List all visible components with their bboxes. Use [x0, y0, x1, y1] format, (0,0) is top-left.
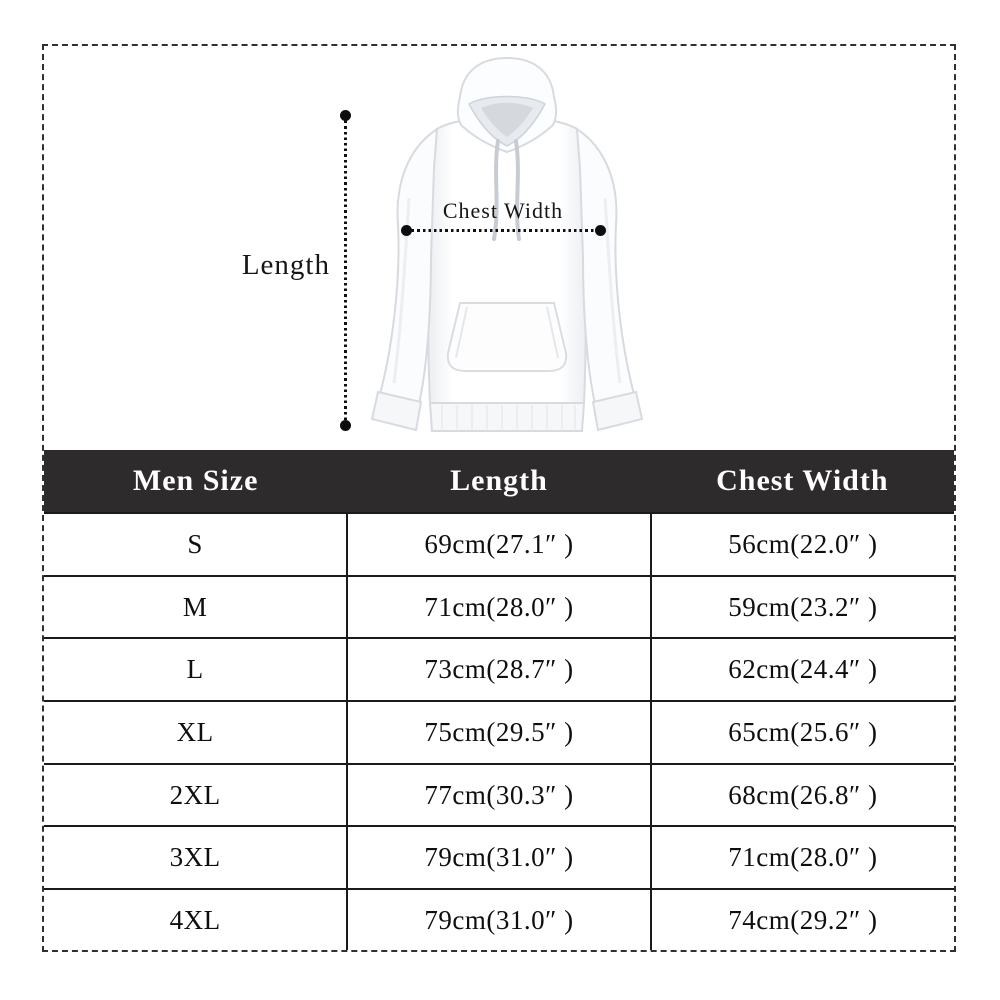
- hoodie-right-cuff: [591, 390, 644, 432]
- length-measure-line: [344, 115, 347, 425]
- length-cell: 69cm(27.1″ ): [346, 512, 652, 577]
- chest-width-measure-line: [406, 229, 600, 232]
- hood-inner-shadow: [481, 102, 533, 137]
- drawstring-right: [514, 139, 521, 241]
- chest-cell: 59cm(23.2″ ): [649, 574, 954, 640]
- chest-width-label: Chest Width: [442, 198, 564, 223]
- size-cell: 4XL: [44, 888, 349, 950]
- pocket-opening-seams: [455, 306, 559, 359]
- size-table-header: Men Size Length Chest Width: [44, 450, 954, 513]
- drawstring-left: [492, 139, 500, 241]
- measure-endpoint-dot: [595, 225, 606, 236]
- hoodie-hem-band: [428, 402, 586, 432]
- hem-rib-texture: [441, 405, 576, 429]
- length-cell: 71cm(28.0″ ): [346, 574, 652, 640]
- sleeve-fold-line: [392, 197, 411, 384]
- length-label: Length: [241, 249, 330, 281]
- table-row-l: L 73cm(28.7″ ) 62cm(24.4″ ): [44, 637, 954, 703]
- length-cell: 73cm(28.7″ ): [346, 637, 652, 703]
- header-chest-width: Chest Width: [650, 450, 954, 513]
- length-cell: 79cm(31.0″ ): [346, 825, 652, 891]
- table-row-2xl: 2XL 77cm(30.3″ ) 68cm(26.8″ ): [44, 762, 954, 828]
- size-cell: S: [44, 512, 349, 577]
- table-row-4xl: 4XL 79cm(31.0″ ) 74cm(29.2″ ): [44, 888, 954, 950]
- length-cell: 75cm(29.5″ ): [346, 700, 652, 765]
- measure-endpoint-dot: [401, 225, 412, 236]
- size-chart-panel: Length Chest Width Men Size Length Chest…: [42, 44, 956, 952]
- measure-endpoint-dot: [340, 110, 351, 121]
- size-cell: 3XL: [44, 825, 349, 891]
- header-length: Length: [347, 450, 651, 513]
- hoodie-pocket: [446, 302, 568, 372]
- size-table: Men Size Length Chest Width S 69cm(27.1″…: [44, 450, 954, 950]
- header-men-size: Men Size: [44, 450, 348, 513]
- hoodie-right-sleeve: [575, 127, 636, 406]
- chest-cell: 62cm(24.4″ ): [649, 637, 954, 703]
- hoodie-left-sleeve: [378, 127, 439, 406]
- size-cell: XL: [44, 700, 349, 765]
- hoodie-left-cuff: [370, 390, 423, 432]
- table-row-3xl: 3XL 79cm(31.0″ ) 71cm(28.0″ ): [44, 825, 954, 891]
- chest-cell: 56cm(22.0″ ): [649, 512, 954, 577]
- size-cell: M: [44, 574, 349, 640]
- size-table-body: S 69cm(27.1″ ) 56cm(22.0″ ) M 71cm(28.0″…: [44, 512, 954, 950]
- length-cell: 77cm(30.3″ ): [346, 762, 652, 828]
- hoodie-illustration: [370, 56, 644, 432]
- table-row-xl: XL 75cm(29.5″ ) 65cm(25.6″ ): [44, 700, 954, 765]
- chest-cell: 74cm(29.2″ ): [649, 888, 954, 950]
- size-cell: 2XL: [44, 762, 349, 828]
- chest-cell: 68cm(26.8″ ): [649, 762, 954, 828]
- chest-cell: 65cm(25.6″ ): [649, 700, 954, 765]
- hoodie-image: [357, 52, 657, 444]
- table-row-m: M 71cm(28.0″ ) 59cm(23.2″ ): [44, 574, 954, 640]
- size-cell: L: [44, 637, 349, 703]
- measurement-figure: Length Chest Width: [44, 46, 954, 450]
- header-row: Men Size Length Chest Width: [44, 450, 954, 513]
- length-cell: 79cm(31.0″ ): [346, 888, 652, 950]
- measure-endpoint-dot: [340, 420, 351, 431]
- chest-cell: 71cm(28.0″ ): [649, 825, 954, 891]
- table-row-s: S 69cm(27.1″ ) 56cm(22.0″ ): [44, 512, 954, 577]
- sleeve-fold-line: [603, 197, 622, 384]
